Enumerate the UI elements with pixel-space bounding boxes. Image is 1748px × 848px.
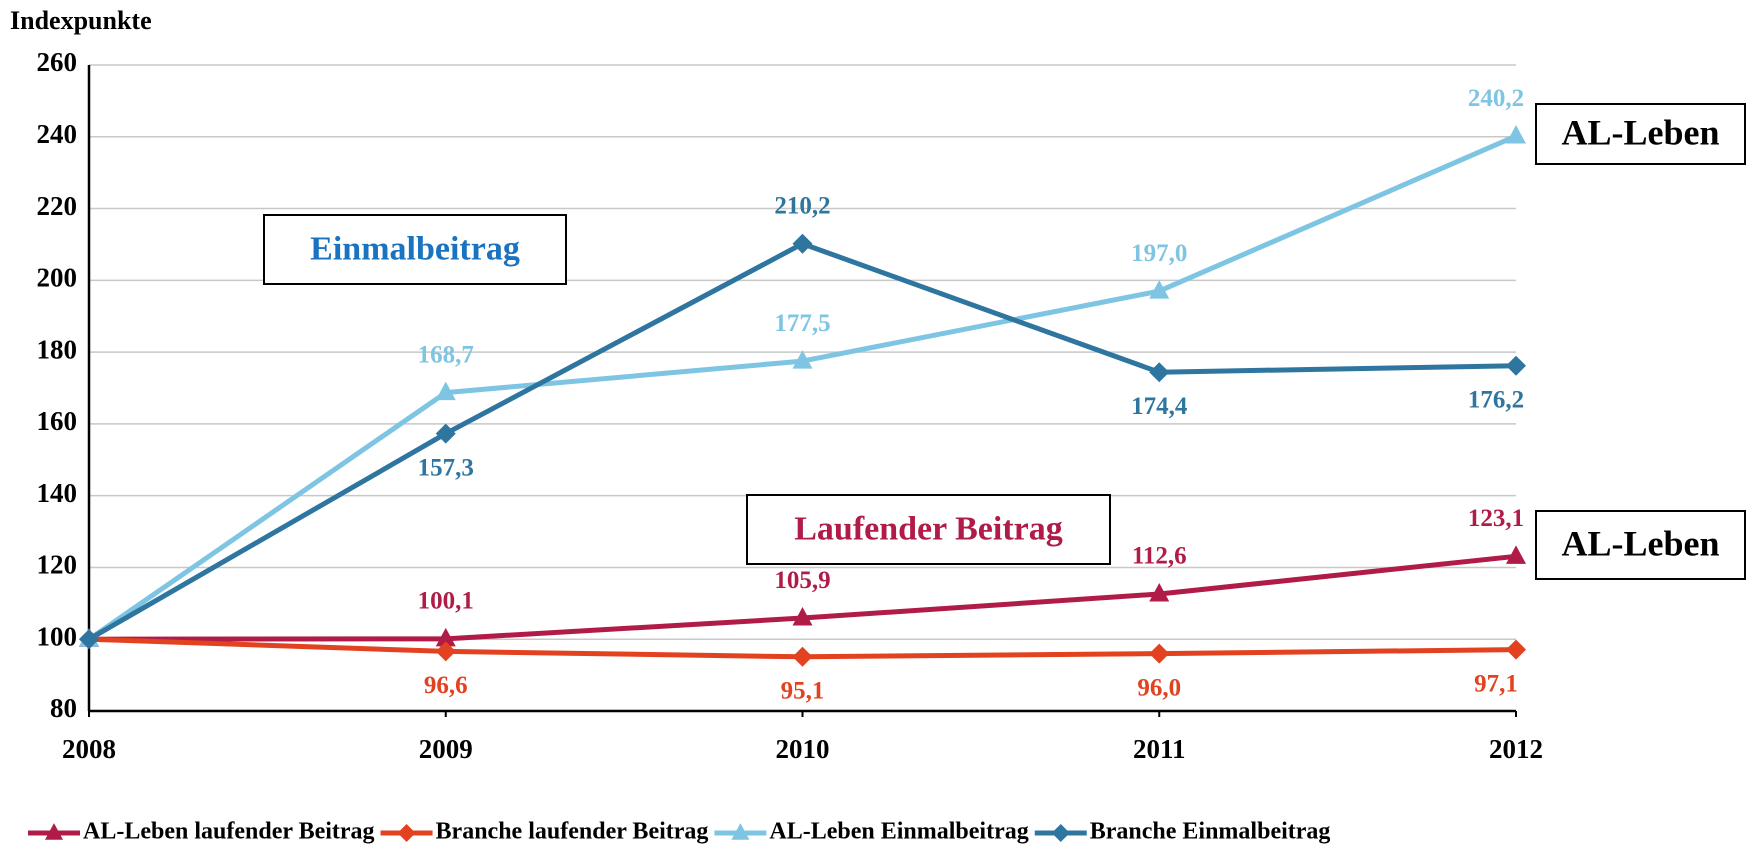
data-label: 197,0 xyxy=(1131,240,1187,267)
data-label: 96,6 xyxy=(424,672,468,699)
legend-label: AL-Leben Einmalbeitrag xyxy=(769,819,1028,845)
data-label: 210,2 xyxy=(774,192,830,219)
x-tick-label: 2011 xyxy=(1133,734,1186,764)
annotation: AL-Leben xyxy=(1561,523,1719,563)
y-tick-label: 80 xyxy=(50,693,77,723)
data-point xyxy=(79,629,99,650)
data-label: 240,2 xyxy=(1468,85,1524,112)
y-axis-label: Indexpunkte xyxy=(10,6,152,35)
data-label: 177,5 xyxy=(774,310,830,337)
y-tick-label: 140 xyxy=(37,478,78,508)
data-point xyxy=(1149,643,1170,664)
data-label: 105,9 xyxy=(774,567,830,594)
data-point xyxy=(1506,639,1526,660)
annotation-box xyxy=(746,494,1111,565)
legend-marker xyxy=(1051,824,1070,842)
legend-label: Branche Einmalbeitrag xyxy=(1090,819,1331,845)
data-label: 168,7 xyxy=(418,341,474,368)
annotation: AL-Leben xyxy=(1561,112,1719,152)
y-tick-label: 120 xyxy=(37,550,78,580)
annotation-box xyxy=(1535,510,1746,580)
data-label: 96,0 xyxy=(1137,674,1181,701)
data-point xyxy=(792,233,813,254)
y-tick-label: 260 xyxy=(37,47,78,77)
annotation: Einmalbeitrag xyxy=(310,230,520,267)
data-point xyxy=(1149,583,1170,602)
data-label: 157,3 xyxy=(418,454,474,481)
annotation-box xyxy=(263,214,567,285)
y-tick-label: 180 xyxy=(37,334,78,364)
data-point xyxy=(1506,545,1526,564)
data-point xyxy=(435,641,456,662)
data-label: 97,1 xyxy=(1474,670,1518,697)
y-tick-label: 200 xyxy=(37,263,78,293)
data-point xyxy=(792,607,813,626)
data-point xyxy=(792,350,813,369)
data-point xyxy=(792,646,813,667)
annotation-box xyxy=(1535,103,1746,165)
y-tick-label: 240 xyxy=(37,119,78,149)
data-point xyxy=(1149,280,1170,299)
data-label: 176,2 xyxy=(1468,386,1524,413)
y-tick-label: 220 xyxy=(37,191,78,221)
data-label: 123,1 xyxy=(1468,505,1524,532)
data-point xyxy=(435,627,456,647)
data-label: 112,6 xyxy=(1132,543,1187,570)
data-label: 100,1 xyxy=(418,588,474,615)
data-point xyxy=(1506,355,1526,376)
legend-label: AL-Leben laufender Beitrag xyxy=(83,819,375,845)
x-tick-label: 2009 xyxy=(419,734,473,764)
legend-marker xyxy=(731,823,750,840)
y-tick-label: 100 xyxy=(37,621,78,651)
data-point xyxy=(1506,125,1526,144)
x-tick-label: 2012 xyxy=(1489,734,1543,764)
data-point xyxy=(435,381,456,401)
data-point xyxy=(1149,362,1170,383)
legend-label: Branche laufender Beitrag xyxy=(436,819,709,845)
x-tick-label: 2010 xyxy=(776,734,830,764)
annotation: Laufender Beitrag xyxy=(794,510,1063,547)
y-tick-label: 160 xyxy=(37,406,78,436)
data-label: 174,4 xyxy=(1131,393,1188,420)
data-label: 95,1 xyxy=(781,678,825,705)
legend-marker xyxy=(397,824,416,842)
data-point xyxy=(435,423,456,444)
x-tick-label: 2008 xyxy=(62,734,116,764)
legend-marker xyxy=(45,823,63,840)
